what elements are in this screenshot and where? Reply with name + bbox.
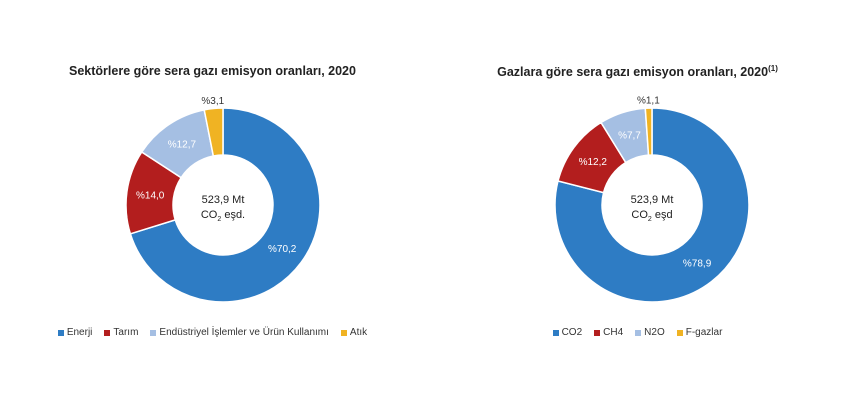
legend-item: Endüstriyel İşlemler ve Ürün Kullanımı [150, 327, 329, 338]
gas-chart-panel: Gazlara göre sera gazı emisyon oranları,… [425, 0, 850, 400]
legend-label: N2O [644, 327, 665, 338]
slice-label: %78,9 [683, 259, 712, 270]
legend-item: CH4 [594, 327, 623, 338]
legend-item: N2O [635, 327, 665, 338]
legend-label: CH4 [603, 327, 624, 338]
legend-swatch [57, 329, 64, 336]
slice-label: %1,1 [637, 96, 660, 107]
legend-item: F-gazlar [676, 327, 723, 338]
chart-title: Gazlara göre sera gazı emisyon oranları,… [425, 64, 850, 79]
slice-label: %12,7 [168, 140, 197, 151]
sector-chart-panel: Sektörlere göre sera gazı emisyon oranla… [0, 64, 425, 338]
legend-swatch [594, 329, 601, 336]
slice-label: %12,2 [579, 157, 608, 168]
legend-swatch [104, 329, 111, 336]
legend-label: Endüstriyel İşlemler ve Ürün Kullanımı [159, 327, 329, 338]
slice-label: %7,7 [618, 131, 641, 142]
legend-swatch [340, 329, 347, 336]
legend-label: F-gazlar [685, 327, 723, 338]
slice-enerji [129, 107, 321, 303]
legend-label: Atık [349, 327, 368, 338]
slice-co2 [554, 107, 750, 303]
legend-item: Tarım [104, 327, 138, 338]
legend-label: Enerji [66, 327, 93, 338]
slice-f-gazlar [644, 107, 653, 156]
slice-label: %70,2 [268, 244, 297, 255]
legend-label: CO2 [561, 327, 583, 338]
slice-label: %14,0 [136, 190, 165, 201]
chart-title: Sektörlere göre sera gazı emisyon oranla… [0, 64, 425, 78]
legend-swatch [676, 329, 683, 336]
legend-swatch [635, 329, 642, 336]
center-total-label: 523,9 Mt [202, 194, 245, 206]
center-total-label: 523,9 Mt [631, 194, 674, 206]
slice-label: %3,1 [201, 96, 224, 107]
legend-item: Enerji [57, 327, 93, 338]
chart-title-text: Gazlara göre sera gazı emisyon oranları,… [497, 65, 769, 80]
donut-chart-gases: %78,9 %12,2 %7,7 %1,1 523,9 Mt CO2 eşd [554, 96, 750, 303]
chart-title-text: Sektörlere göre sera gazı emisyon oranla… [69, 64, 356, 78]
legend-label: Tarım [113, 327, 139, 338]
center-unit-label: CO2 eşd. [201, 209, 245, 223]
title-footnote: (1) [768, 64, 778, 73]
legend-swatch [552, 329, 559, 336]
donut-chart-sectors: %70,2 %14,0 %12,7 %3,1 523,9 Mt CO2 eşd. [125, 96, 321, 303]
chart-legend: Enerji Tarım Endüstriyel İşlemler ve Ürün … [0, 327, 425, 338]
chart-legend: CO2 CH4 N2O F-gazlar [425, 327, 850, 338]
center-unit-label: CO2 eşd [631, 209, 672, 223]
slice-at-k [203, 107, 224, 157]
legend-swatch [150, 329, 157, 336]
legend-item: CO2 [552, 327, 583, 338]
legend-item: Atık [340, 327, 368, 338]
